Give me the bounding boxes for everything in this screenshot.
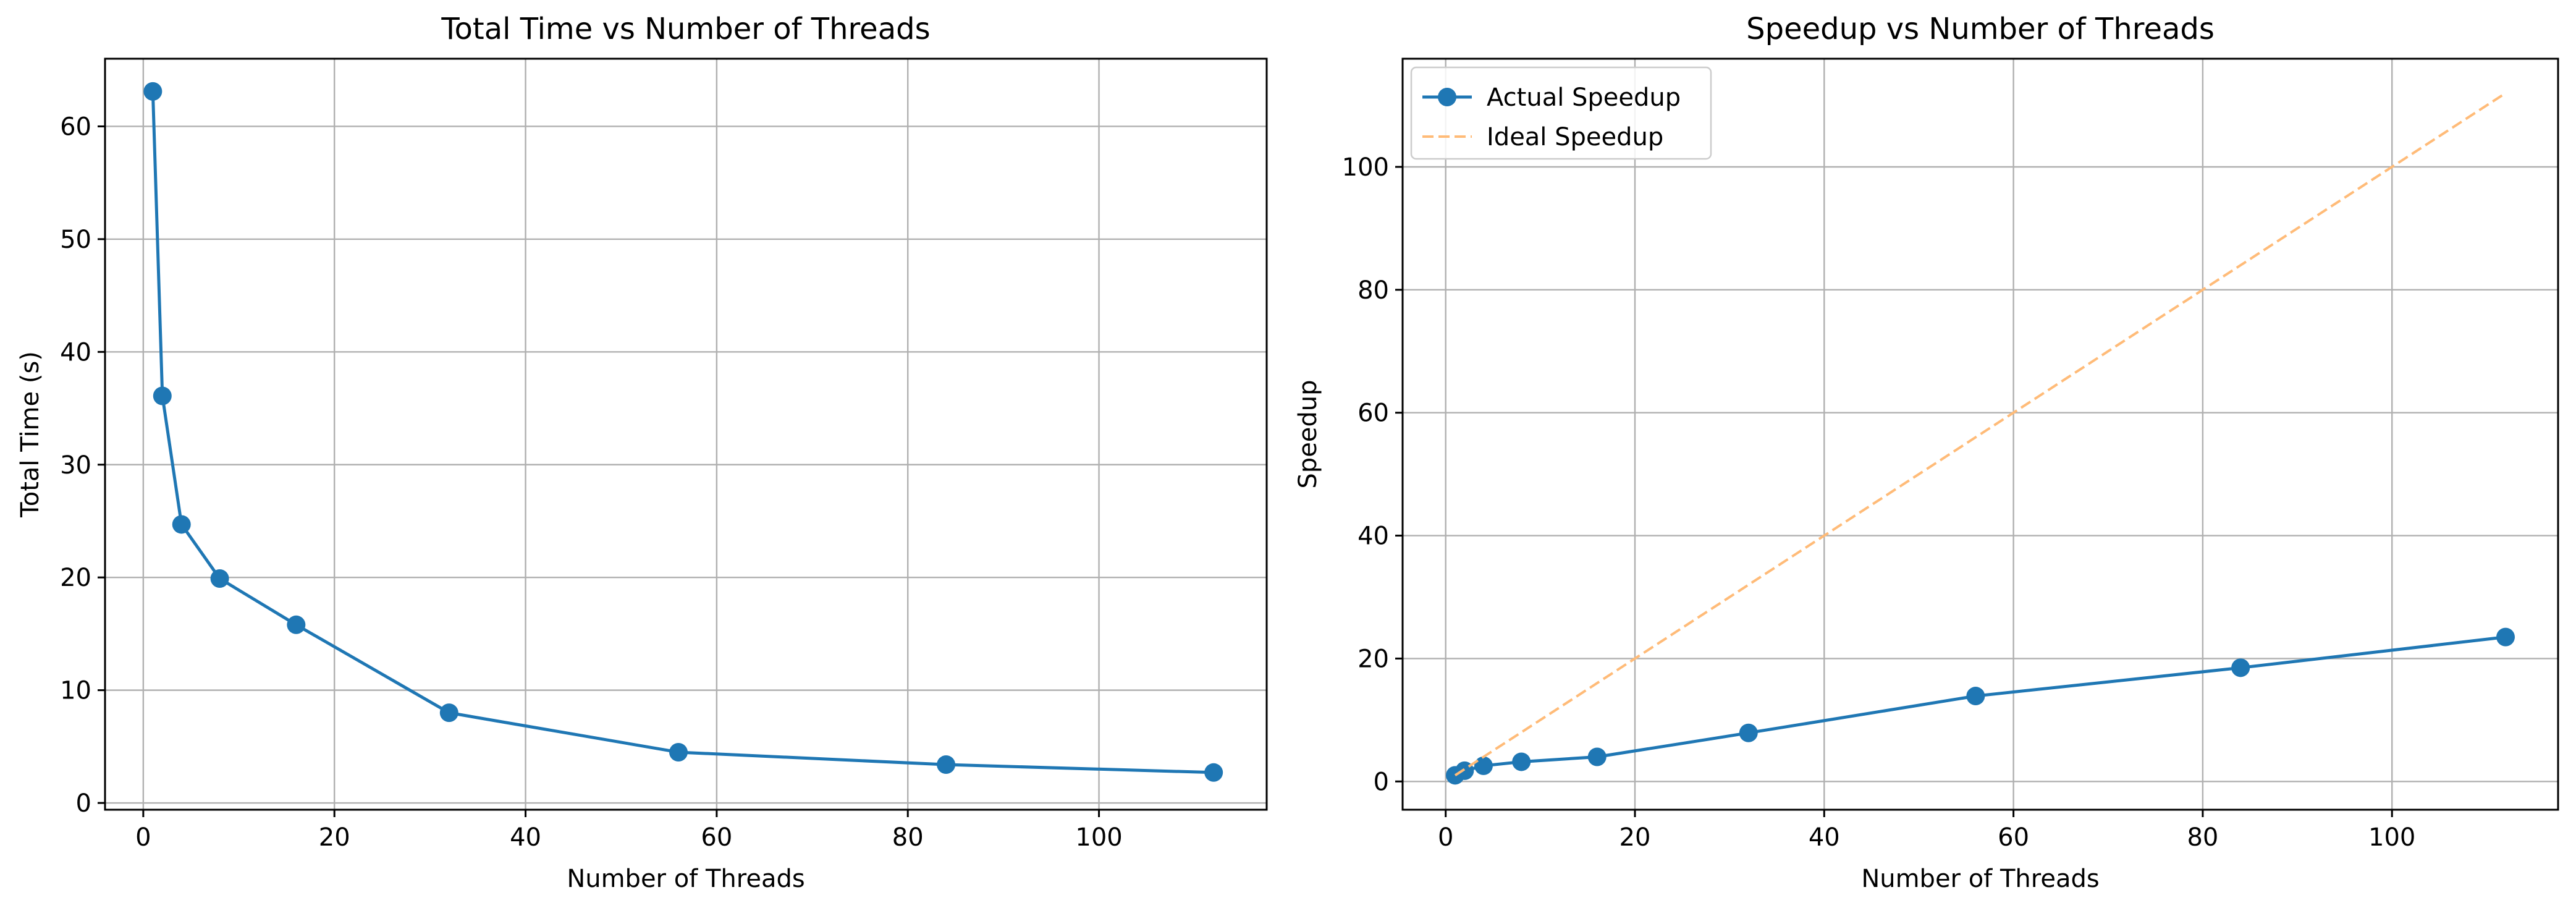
- data-point: [172, 515, 191, 534]
- data-point: [1966, 687, 1985, 706]
- y-tick-label: 10: [60, 677, 91, 705]
- y-tick-label: 50: [60, 226, 91, 254]
- x-tick-label: 20: [319, 823, 350, 852]
- x-tick-label: 100: [2368, 823, 2415, 852]
- y-tick-label: 20: [60, 564, 91, 592]
- y-tick-label: 60: [60, 112, 91, 141]
- legend-label: Actual Speedup: [1487, 83, 1681, 112]
- y-tick-label: 80: [1358, 276, 1389, 305]
- x-tick-label: 0: [135, 823, 151, 852]
- data-point: [1512, 752, 1531, 771]
- axes-frame: [104, 57, 1268, 811]
- x-axis-label: Number of Threads: [1861, 865, 2099, 893]
- y-tick-label: 40: [1358, 522, 1389, 551]
- chart-speedup: 0 20 40 60 80 100 0 20 40 60 80 100 Speedup vs Numbe…: [1294, 12, 2559, 893]
- data-point: [287, 615, 306, 634]
- x-tick-label: 0: [1438, 823, 1453, 852]
- data-point: [439, 703, 458, 723]
- y-tick-label: 100: [1342, 153, 1389, 182]
- data-point: [2231, 658, 2250, 677]
- data-point: [1739, 723, 1758, 742]
- data-point: [210, 569, 229, 588]
- y-tick-label: 30: [60, 451, 91, 480]
- chart-title: Total Time vs Number of Threads: [441, 12, 930, 46]
- y-tick-label: 0: [76, 789, 91, 818]
- y-axis-label: Total Time (s): [16, 351, 44, 518]
- data-point: [937, 755, 956, 774]
- legend-label: Ideal Speedup: [1487, 123, 1663, 151]
- data-point: [153, 386, 172, 405]
- x-tick-label: 60: [701, 823, 732, 852]
- chart-title: Speedup vs Number of Threads: [1746, 12, 2215, 46]
- data-point: [1204, 763, 1223, 782]
- series-line-ideal-speedup: [1454, 92, 2507, 776]
- x-tick-label: 20: [1620, 823, 1651, 852]
- x-tick-label: 80: [2187, 823, 2218, 852]
- x-tick-label: 80: [892, 823, 924, 852]
- legend-box: [1410, 66, 1712, 160]
- data-point: [669, 742, 688, 762]
- data-point: [143, 82, 163, 101]
- data-point: [2496, 627, 2515, 647]
- x-axis-label: Number of Threads: [567, 865, 804, 893]
- x-tick-label: 100: [1075, 823, 1122, 852]
- x-tick-label: 60: [1998, 823, 2029, 852]
- legend: Actual Speedup Ideal Speedup: [1410, 66, 1712, 160]
- x-tick-label: 40: [510, 823, 541, 852]
- y-tick-label: 60: [1358, 399, 1389, 428]
- x-tick-label: 40: [1809, 823, 1840, 852]
- legend-marker: [1438, 88, 1456, 106]
- y-tick-label: 20: [1358, 645, 1389, 673]
- data-point: [1474, 756, 1493, 775]
- y-axis-label: Speedup: [1294, 380, 1322, 488]
- chart-total-time: 0 20 40 60 80 100 0 10 20 30 40 50 60 Total Time vs N…: [16, 12, 1268, 893]
- y-tick-label: 0: [1374, 768, 1389, 796]
- data-point: [1587, 747, 1607, 766]
- axes-frame: [1401, 57, 2559, 811]
- y-tick-label: 40: [60, 338, 91, 367]
